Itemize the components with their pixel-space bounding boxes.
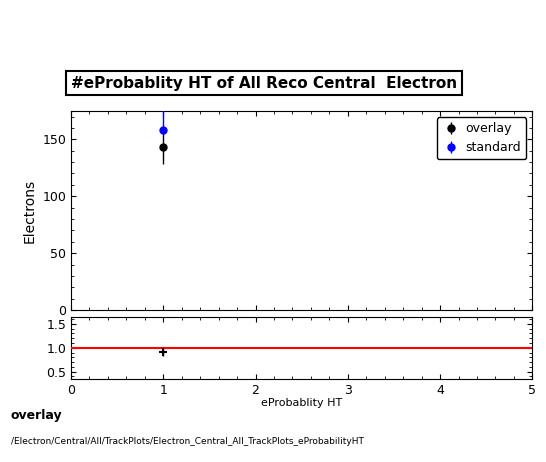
X-axis label: eProbablity HT: eProbablity HT: [261, 398, 342, 408]
Text: #eProbablity HT of All Reco Central  Electron: #eProbablity HT of All Reco Central Elec…: [71, 76, 457, 91]
Text: /Electron/Central/All/TrackPlots/Electron_Central_All_TrackPlots_eProbabilityHT: /Electron/Central/All/TrackPlots/Electro…: [11, 437, 364, 445]
Text: overlay: overlay: [11, 409, 63, 422]
Y-axis label: Electrons: Electrons: [23, 178, 37, 243]
Legend: overlay, standard: overlay, standard: [437, 117, 526, 159]
